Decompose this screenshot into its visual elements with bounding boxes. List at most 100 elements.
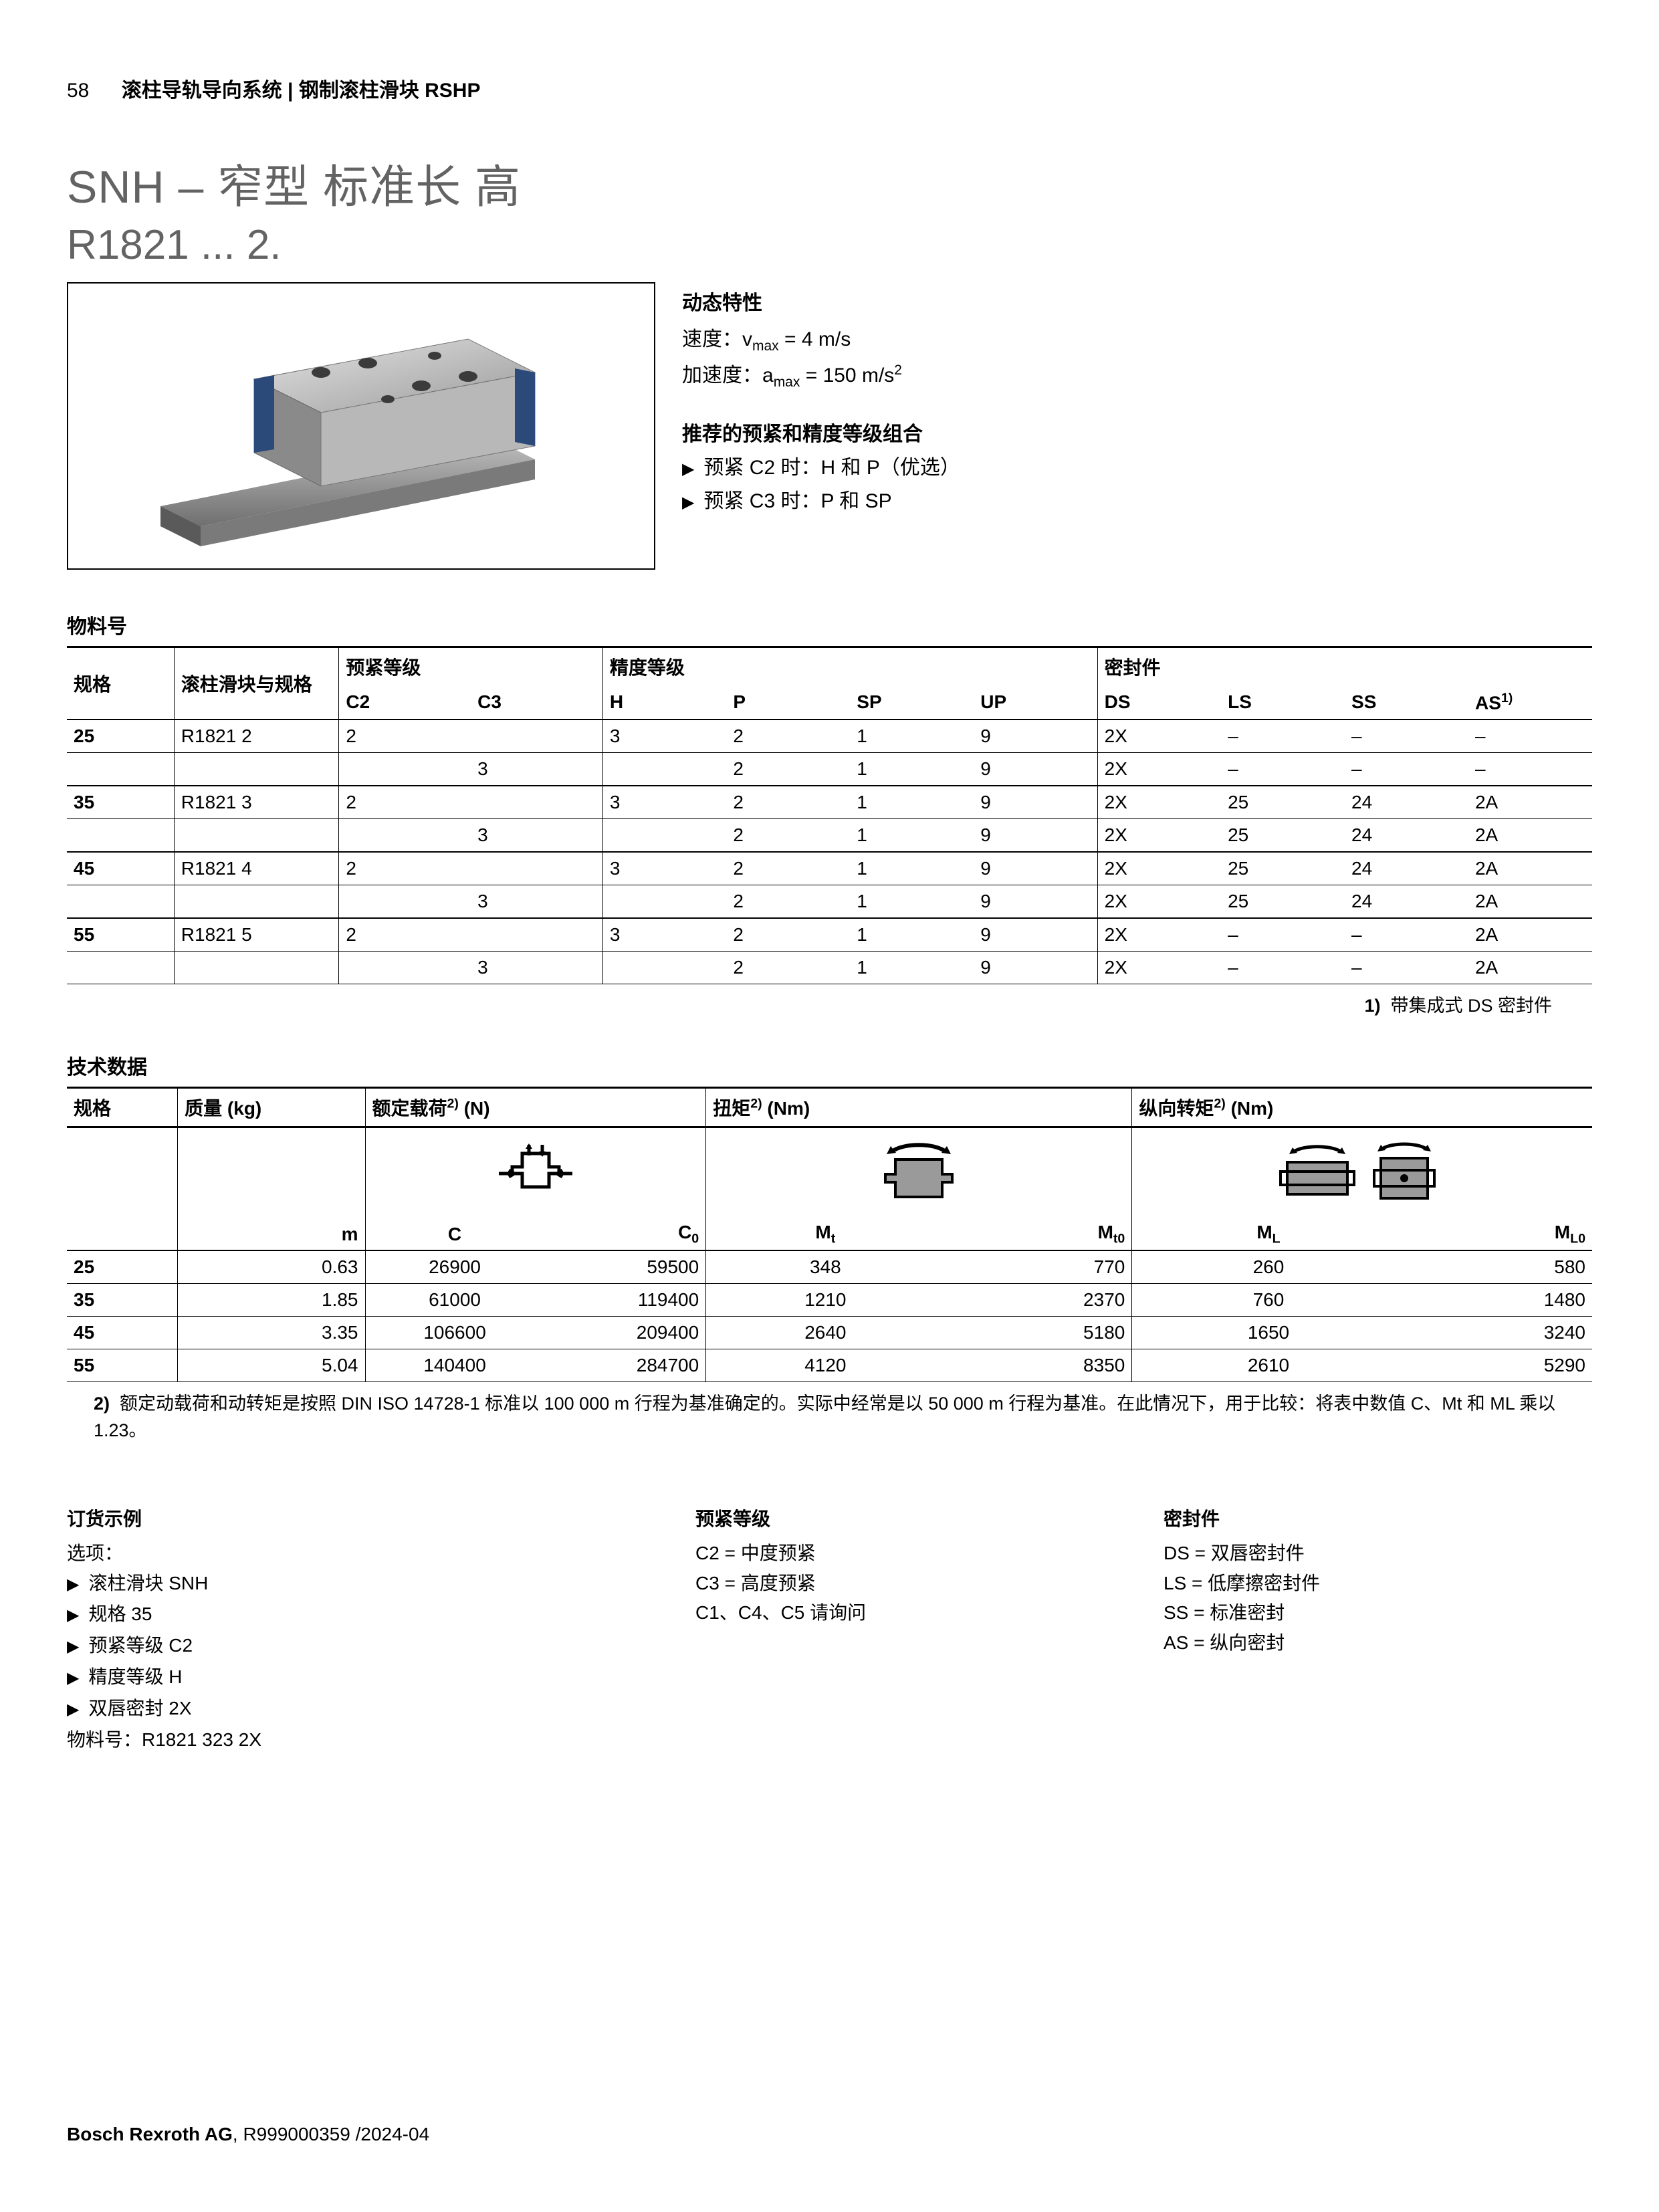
legend-line: AS = 纵向密封	[1164, 1628, 1592, 1658]
load-icon-cell	[365, 1127, 706, 1220]
tcol-torque-text: 扭矩	[713, 1098, 750, 1119]
cell-ML0: 3240	[1405, 1316, 1592, 1349]
cell-size: 45	[67, 1316, 178, 1349]
cell-h	[602, 819, 726, 853]
tcol-ltorque: 纵向转矩2) (Nm)	[1132, 1088, 1592, 1127]
cell-c3	[471, 918, 602, 952]
cell-ss: 24	[1345, 885, 1468, 919]
table-row: 55R1821 5232192X––2A	[67, 918, 1592, 952]
page-footer: Bosch Rexroth AG, R999000359 /2024-04	[67, 2124, 429, 2145]
col-size: 规格	[67, 647, 174, 720]
cell-Mt: 4120	[706, 1349, 945, 1381]
cell-c3: 3	[471, 885, 602, 919]
footnote-num-2: 2)	[94, 1394, 110, 1414]
cell-ls: 25	[1221, 786, 1345, 819]
cell-h: 3	[602, 852, 726, 885]
triangle-icon: ▶	[682, 459, 694, 479]
cell-ss: –	[1345, 918, 1468, 952]
cell-sp: 1	[850, 885, 974, 919]
top-row: 动态特性 速度：vmax = 4 m/s 加速度：amax = 150 m/s2…	[67, 282, 1592, 570]
cell-block	[174, 885, 339, 919]
tech-section-heading: 技术数据	[67, 1050, 1592, 1080]
legend-line: C3 = 高度预紧	[695, 1569, 1137, 1599]
accel-label: 加速度：	[682, 364, 762, 386]
product-image	[67, 282, 655, 570]
order-item: ▶预紧等级 C2	[67, 1631, 669, 1661]
sym-ml-t: M	[1256, 1222, 1272, 1242]
sym-c0: C0	[544, 1219, 706, 1250]
table-row: 45R1821 4232192X25242A	[67, 852, 1592, 885]
col-ls: LS	[1221, 685, 1345, 720]
ltorque-icon	[1275, 1137, 1449, 1210]
cell-as: 2A	[1468, 952, 1592, 984]
page-number: 58	[67, 80, 89, 102]
cell-m: 5.04	[178, 1349, 365, 1381]
cell-c2	[339, 753, 471, 786]
cell-C: 61000	[365, 1283, 544, 1316]
cell-size	[67, 952, 174, 984]
product-illustration	[120, 299, 602, 553]
load-icon	[485, 1137, 586, 1210]
combo-heading: 推荐的预紧和精度等级组合	[682, 417, 1592, 447]
material-table: 规格 滚柱滑块与规格 预紧等级 精度等级 密封件 C2 C3 H P SP UP…	[67, 646, 1592, 984]
cell-ML: 260	[1132, 1250, 1405, 1284]
table-row: 32192X25242A	[67, 819, 1592, 853]
triangle-icon: ▶	[67, 1666, 79, 1691]
cell-c2: 2	[339, 918, 471, 952]
footer-company: Bosch Rexroth AG	[67, 2124, 233, 2144]
cell-sp: 1	[850, 852, 974, 885]
cell-block	[174, 819, 339, 853]
cell-sp: 1	[850, 753, 974, 786]
col-as: AS1)	[1468, 685, 1592, 720]
sym-ml0-t: M	[1555, 1222, 1570, 1242]
col-p: P	[726, 685, 850, 720]
cell-as: –	[1468, 753, 1592, 786]
triangle-icon: ▶	[67, 1697, 79, 1723]
cell-ds: 2X	[1097, 753, 1221, 786]
accel-value: = 150 m/s	[800, 364, 894, 386]
cell-c2	[339, 952, 471, 984]
bottom-block: 订货示例 选项： ▶滚柱滑块 SNH▶规格 35▶预紧等级 C2▶精度等级 H▶…	[67, 1505, 1592, 1755]
legend-line: C1、C4、C5 请询问	[695, 1598, 1137, 1628]
cell-up: 9	[974, 753, 1097, 786]
triangle-icon: ▶	[67, 1603, 79, 1628]
cell-ML0: 1480	[1405, 1283, 1592, 1316]
tcol-torque: 扭矩2) (Nm)	[706, 1088, 1132, 1127]
legend-line: SS = 标准密封	[1164, 1598, 1592, 1628]
sym-empty	[67, 1219, 178, 1250]
triangle-icon: ▶	[682, 493, 694, 512]
cell-as: 2A	[1468, 918, 1592, 952]
cell-size: 35	[67, 1283, 178, 1316]
title-main: SNH – 窄型 标准长 高	[67, 150, 1592, 216]
tcol-load-sup: 2)	[447, 1097, 459, 1111]
cell-ls: –	[1221, 952, 1345, 984]
speed-value: = 4 m/s	[779, 328, 851, 350]
cell-C0: 284700	[544, 1349, 706, 1381]
cell-as: –	[1468, 720, 1592, 753]
cell-p: 2	[726, 918, 850, 952]
cell-ss: 24	[1345, 852, 1468, 885]
triangle-icon: ▶	[67, 1634, 79, 1660]
sym-c: C	[365, 1219, 544, 1250]
col-ss: SS	[1345, 685, 1468, 720]
cell-ds: 2X	[1097, 720, 1221, 753]
sym-ml-s: L	[1273, 1232, 1281, 1246]
cell-ls: 25	[1221, 885, 1345, 919]
cell-p: 2	[726, 852, 850, 885]
accel-symbol: a	[762, 364, 774, 386]
accel-line: 加速度：amax = 150 m/s2	[682, 358, 1592, 391]
cell-c3: 3	[471, 819, 602, 853]
col-up: UP	[974, 685, 1097, 720]
col-as-text: AS	[1475, 692, 1501, 713]
cell-Mt: 348	[706, 1250, 945, 1284]
table-row: 453.351066002094002640518016503240	[67, 1316, 1592, 1349]
cell-up: 9	[974, 852, 1097, 885]
cell-block	[174, 753, 339, 786]
cell-ss: 24	[1345, 819, 1468, 853]
order-example: 订货示例 选项： ▶滚柱滑块 SNH▶规格 35▶预紧等级 C2▶精度等级 H▶…	[67, 1505, 669, 1755]
cell-ls: –	[1221, 753, 1345, 786]
cell-sp: 1	[850, 918, 974, 952]
col-c3: C3	[471, 685, 602, 720]
cell-ds: 2X	[1097, 952, 1221, 984]
cell-C: 140400	[365, 1349, 544, 1381]
